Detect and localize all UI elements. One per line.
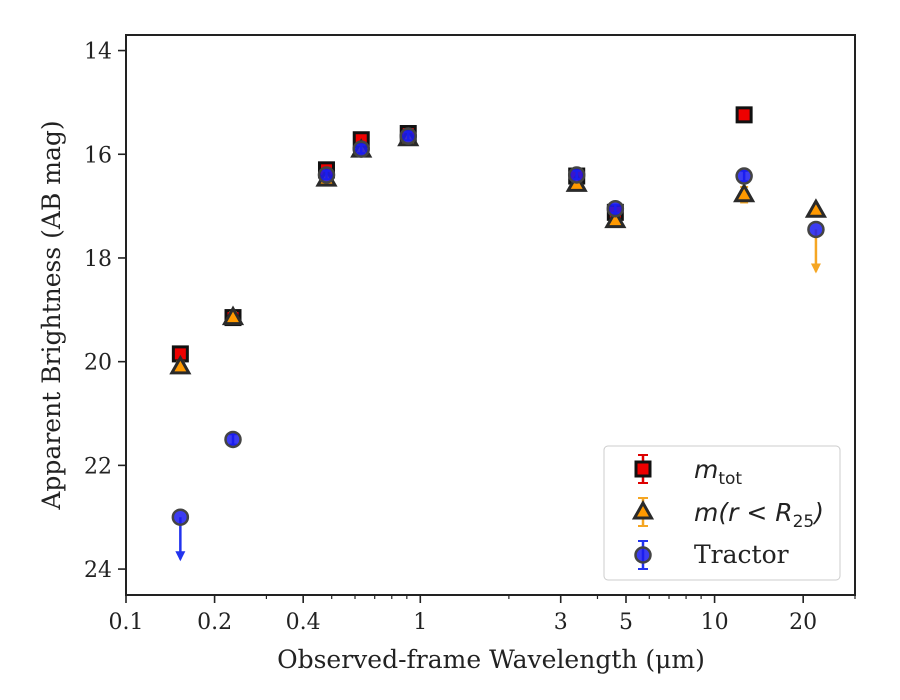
legend-label-mtot: mtot [694, 455, 742, 489]
x-tick-label: 0.1 [109, 610, 144, 635]
data-point [807, 220, 825, 239]
y-axis-title: Apparent Brightness (AB mag) [37, 120, 66, 510]
data-point [804, 198, 828, 218]
x-tick-label: 0.2 [197, 610, 232, 635]
upper-limit-arrow-head [175, 551, 186, 562]
data-point [171, 508, 190, 526]
x-tick-label: 0.4 [286, 610, 321, 635]
data-point [733, 182, 756, 203]
data-point [224, 430, 242, 449]
y-axis: 14 16 18 20 22 24 [84, 40, 126, 583]
legend-marker-square [634, 460, 652, 478]
x-tick-label: 5 [619, 610, 633, 635]
y-tick-label: 22 [84, 454, 112, 479]
data-point [735, 167, 753, 185]
data-point [567, 166, 586, 184]
data-point [221, 305, 245, 326]
x-tick-label: 10 [701, 610, 729, 635]
x-tick-label: 3 [554, 610, 568, 635]
y-tick-label: 18 [84, 247, 112, 272]
data-point [735, 106, 753, 124]
legend-label-mr25: m(r < R25) [694, 498, 824, 532]
upper-limit-arrow-head [810, 263, 821, 274]
legend-marker-triangle [631, 499, 655, 520]
y-tick-label: 16 [84, 143, 112, 168]
y-tick-label: 20 [84, 351, 112, 376]
x-tick-label: 1 [413, 610, 427, 635]
data-point [606, 199, 625, 218]
legend-marker-circle [634, 546, 652, 564]
data-point [317, 166, 336, 184]
axes-frame [125, 34, 856, 596]
data-marks [169, 106, 828, 562]
y-tick-label: 14 [84, 40, 112, 65]
data-point [169, 354, 192, 375]
data-point [352, 140, 370, 158]
legend: mtot m(r < R25) Tractor [603, 445, 841, 581]
legend-label-tractor: Tractor [694, 540, 789, 569]
x-tick-label: 20 [789, 610, 817, 635]
x-axis: 0.1 0.2 0.4 1 3 5 10 20 [109, 595, 856, 635]
legend-handles [631, 454, 655, 570]
series-circle [171, 127, 825, 562]
legend-box [603, 445, 841, 581]
y-tick-label: 24 [84, 558, 112, 583]
data-point [399, 127, 417, 145]
data-point [604, 208, 627, 229]
x-axis-title: Observed-frame Wavelength (μm) [277, 645, 705, 674]
